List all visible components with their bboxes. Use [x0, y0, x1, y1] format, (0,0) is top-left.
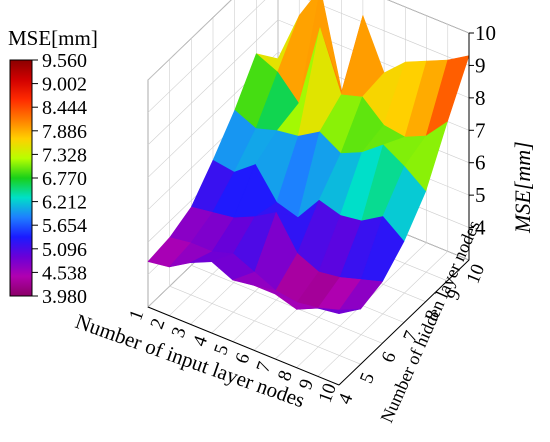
y-tick-label: 5	[356, 370, 379, 387]
y-tick-label: 10	[463, 261, 490, 286]
colorbar: MSE[mm] 9.5609.0028.4447.8867.3286.7706.…	[8, 26, 98, 308]
grid-line	[387, 0, 470, 34]
z-tick-label: 10	[475, 21, 496, 45]
z-axis-label: MSE[mm]	[510, 141, 535, 234]
colorbar-tick-label: 5.096	[42, 239, 87, 261]
x-tick-label: 3	[168, 324, 191, 340]
y-tick-label: 4	[334, 390, 357, 407]
z-tick-label: 6	[475, 151, 486, 175]
z-tick-label: 7	[475, 118, 486, 142]
z-tick-label: 9	[475, 53, 486, 77]
z-tick-label: 5	[475, 183, 486, 207]
z-tick-label: 8	[475, 86, 486, 110]
surface-patch	[317, 307, 362, 315]
grid-line	[191, 265, 383, 344]
colorbar-ticks: 9.5609.0028.4447.8867.3286.7706.2125.654…	[32, 50, 87, 308]
grid-line	[307, 0, 470, 66]
colorbar-tick-label: 6.770	[42, 168, 87, 190]
y-tick-label: 6	[378, 349, 401, 366]
x-tick-label: 2	[147, 316, 170, 332]
z-tick-label: 4	[475, 216, 486, 240]
colorbar-tick-label: 5.654	[42, 215, 87, 237]
colorbar-tick-label: 6.212	[42, 192, 87, 214]
colorbar-tick-label: 4.538	[42, 262, 87, 284]
colorbar-tick-label: 7.328	[42, 144, 87, 166]
colorbar-bar	[9, 59, 33, 297]
colorbar-tick-label: 9.560	[42, 50, 87, 72]
colorbar-title: MSE[mm]	[8, 26, 98, 50]
x-axis-line	[147, 306, 340, 386]
grid-line	[169, 285, 361, 365]
x-tick-label: 1	[125, 307, 148, 323]
colorbar-tick-label: 9.002	[42, 74, 87, 96]
colorbar-tick-label: 7.886	[42, 121, 87, 143]
x-tick-label: 4	[189, 333, 212, 350]
colorbar-tick-label: 8.444	[42, 97, 87, 119]
y-axis-line	[338, 259, 470, 386]
colorbar-tick-label: 3.980	[42, 286, 87, 308]
surface-mesh	[147, 0, 470, 315]
